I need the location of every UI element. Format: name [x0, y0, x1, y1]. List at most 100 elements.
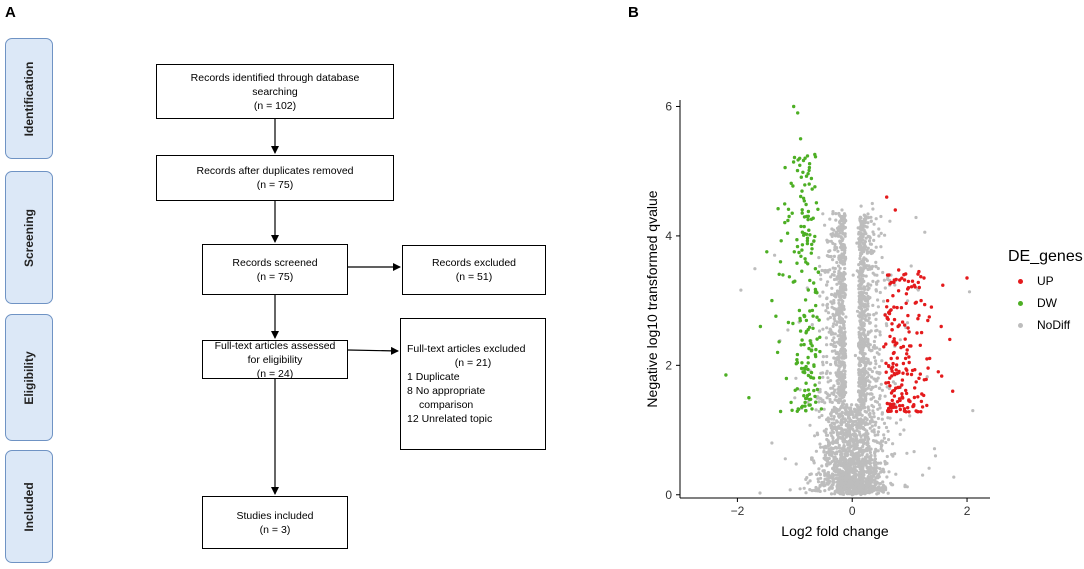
nodiff-point	[866, 282, 870, 286]
up-point	[920, 392, 924, 396]
up-point	[884, 381, 888, 385]
nodiff-point	[835, 460, 839, 464]
nodiff-point	[860, 314, 864, 318]
nodiff-point	[872, 395, 876, 399]
nodiff-point	[867, 345, 871, 349]
nodiff-point	[818, 387, 822, 392]
legend-title: DE_genes	[1008, 248, 1083, 265]
nodiff-point	[857, 294, 862, 298]
nodiff-point	[858, 256, 862, 261]
nodiff-point	[837, 211, 841, 216]
dw-point	[803, 183, 807, 187]
nodiff-point	[828, 327, 832, 331]
dw-point	[807, 182, 811, 186]
nodiff-point	[876, 449, 880, 453]
nodiff-point	[875, 474, 880, 478]
nodiff-point	[835, 260, 839, 265]
up-point	[913, 386, 917, 390]
nodiff-point	[873, 423, 877, 427]
up-point	[890, 322, 894, 326]
nodiff-point	[842, 277, 847, 281]
up-point	[929, 305, 934, 309]
nodiff-point	[857, 326, 861, 330]
dw-point	[783, 165, 787, 170]
dw-point	[814, 400, 818, 404]
nodiff-point	[852, 434, 856, 438]
nodiff-point	[858, 243, 862, 248]
dw-point	[808, 309, 812, 313]
dw-point	[792, 250, 796, 254]
up-point	[925, 357, 929, 361]
dw-point	[802, 199, 806, 203]
dw-point	[799, 343, 803, 347]
nodiff-point	[857, 430, 861, 434]
nodiff-point	[857, 239, 862, 243]
up-point	[885, 401, 889, 406]
nodiff-point	[836, 249, 840, 253]
nodiff-point	[876, 416, 880, 421]
dw-point	[813, 185, 817, 189]
nodiff-point	[905, 485, 909, 489]
nodiff-point	[838, 364, 842, 368]
dw-point	[803, 156, 807, 160]
up-point	[882, 345, 886, 349]
nodiff-point	[847, 406, 851, 410]
dw-point	[811, 376, 816, 380]
nodiff-point	[828, 393, 832, 397]
box-fulltext-assessed: Full-text articles assessed for eligibil…	[202, 340, 348, 380]
dw-point	[804, 329, 809, 334]
dw-point	[811, 326, 815, 330]
nodiff-point	[842, 226, 846, 230]
nodiff-point	[875, 480, 879, 484]
nodiff-point	[844, 473, 848, 477]
dw-point	[805, 236, 810, 240]
up-point	[926, 318, 930, 323]
nodiff-point	[832, 468, 836, 473]
nodiff-point	[841, 430, 845, 434]
nodiff-point	[876, 430, 880, 434]
nodiff-point	[883, 462, 887, 466]
exclusion-reason: 1 Duplicate	[407, 371, 460, 383]
dw-point	[799, 175, 803, 179]
exclusion-reason: comparison	[419, 399, 474, 411]
nodiff-point	[830, 483, 834, 487]
nodiff-point	[876, 376, 880, 380]
nodiff-point	[855, 425, 859, 429]
up-point	[894, 409, 899, 414]
dw-point	[801, 170, 805, 174]
dw-point	[810, 247, 814, 251]
nodiff-point	[863, 302, 867, 306]
nodiff-point	[858, 411, 862, 415]
nodiff-point	[843, 411, 847, 416]
up-point	[904, 301, 908, 305]
dw-point	[794, 362, 798, 366]
nodiff-point	[858, 351, 862, 355]
dw-point	[802, 342, 806, 347]
y-axis-label: Negative log10 transformed qvalue	[644, 190, 660, 407]
nodiff-point	[832, 384, 836, 388]
volcano-plot: −2 0 2 0 2 4 6 Log2 fold change Negative log10…	[644, 99, 990, 539]
nodiff-point	[827, 420, 831, 424]
up-point	[900, 378, 905, 382]
nodiff-point	[841, 273, 845, 277]
nodiff-point	[869, 219, 873, 223]
nodiff-point	[820, 464, 824, 468]
dw-point	[779, 239, 783, 243]
dw-point	[795, 387, 799, 391]
up-point	[926, 366, 930, 370]
nodiff-point	[967, 290, 972, 294]
nodiff-point	[770, 441, 774, 445]
nodiff-point	[865, 453, 869, 457]
nodiff-point	[852, 478, 856, 482]
nodiff-point	[839, 388, 843, 393]
dw-point	[797, 308, 802, 313]
up-point	[904, 410, 908, 414]
up-point	[923, 302, 927, 307]
nodiff-points	[739, 201, 975, 497]
dw-point	[810, 407, 814, 411]
nodiff-point	[874, 324, 878, 328]
dw-point	[813, 287, 818, 292]
dw-point	[800, 208, 804, 212]
nodiff-point	[848, 489, 852, 493]
nodiff-point	[874, 463, 878, 467]
